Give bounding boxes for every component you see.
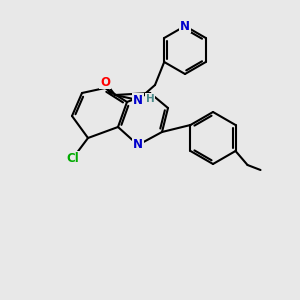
Text: O: O bbox=[100, 76, 110, 88]
Text: N: N bbox=[180, 20, 190, 32]
Text: H: H bbox=[146, 94, 154, 104]
Text: N: N bbox=[133, 139, 143, 152]
Text: N: N bbox=[133, 94, 143, 106]
Text: N: N bbox=[180, 20, 190, 32]
Text: Cl: Cl bbox=[67, 152, 80, 164]
